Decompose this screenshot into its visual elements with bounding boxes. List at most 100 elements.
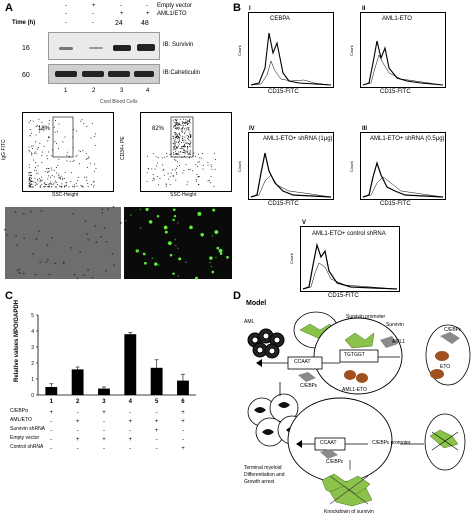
marker-16: 16 (22, 45, 30, 52)
panel-letter-c: C (5, 290, 13, 302)
tgtggt-label: TGTGGT (344, 352, 365, 358)
aml1-eto-label: AML1-ETO (342, 387, 367, 393)
lane-3: 3 (120, 88, 124, 94)
lane-4: 4 (146, 88, 150, 94)
time-value-4: 48 (141, 20, 149, 27)
row-label-cebpa: C/EBPα (10, 408, 28, 414)
chart-c-condition-mark: - (182, 437, 184, 443)
chart-c-condition-mark: + (155, 419, 159, 425)
flow-plot-left (22, 112, 114, 192)
histogram-iii-title: AML1-ETO+ shRNA (0.5μg) (370, 136, 445, 142)
calreticulin-band-4 (134, 71, 154, 77)
aml1-label: AML1 (392, 339, 406, 345)
panel-letter-b: B (233, 2, 241, 14)
survivin-band-2 (89, 47, 103, 49)
chart-c-condition-mark: - (50, 419, 52, 425)
chart-c-category-label: 1 (50, 399, 54, 405)
aml-eto-mark-1: - (65, 11, 67, 17)
calreticulin-band-2 (82, 71, 104, 77)
empty-vector-mark-1: - (65, 3, 67, 9)
survivin-band-4 (137, 44, 155, 51)
chart-c-condition-mark: - (103, 428, 105, 434)
aml-eto-mark-2: - (92, 11, 94, 17)
histogram-iii-xlabel: CD15-FITC (380, 201, 411, 207)
histogram-i-xlabel: CD15-FITC (268, 89, 299, 95)
flow-plot-right (140, 112, 232, 192)
histogram-i (248, 12, 334, 88)
time-label: Time (h) (12, 20, 36, 26)
calreticulin-blot (48, 64, 160, 84)
chart-c-ytick-label: 4 (31, 329, 34, 335)
histogram-i-title: CEBPA (270, 16, 290, 22)
chart-c-bar (71, 369, 84, 395)
chart-c-ytick-label: 5 (31, 313, 34, 319)
terminal-label-1: Terminal myeloid (244, 465, 282, 471)
histogram-i-roman: I (249, 6, 251, 12)
empty-vector-label: Empty vector (157, 3, 193, 9)
terminal-label-2: Differentiation and (244, 472, 285, 478)
chart-c-condition-mark: - (129, 428, 131, 434)
chart-c-bar (177, 380, 189, 395)
aml-cells (247, 328, 285, 359)
chart-c-condition-mark: + (76, 437, 80, 443)
chart-c-bar (124, 334, 137, 395)
time-value-2: - (92, 20, 94, 26)
chart-c-condition-mark: - (50, 446, 52, 452)
row-label-empty-vector: Empty vector (10, 435, 40, 441)
flow-right-xlabel: SSC-Height (170, 192, 197, 198)
chart-c-condition-mark: - (103, 419, 105, 425)
histogram-iv (248, 132, 334, 200)
chart-c-category-label: 6 (181, 399, 185, 405)
chart-c-bar (150, 367, 163, 395)
calreticulin-band-1 (55, 71, 77, 77)
survivin-band-3 (113, 45, 131, 51)
chart-c-condition-mark: - (129, 410, 131, 416)
cord-blood-label: Cord Blood Cells (100, 99, 138, 105)
chart-c-condition-mark: + (102, 437, 106, 443)
chart-c-condition-mark: + (181, 419, 185, 425)
chart-c-ytick-label: 3 (31, 345, 34, 351)
histogram-iii-roman: III (362, 126, 368, 132)
ccaat-lower-label: CCAAT (320, 440, 337, 446)
calreticulin-band-3 (108, 71, 130, 77)
histogram-ii-title: AML1-ETO (382, 16, 412, 22)
row-label-survivin-shrna: Survivin shRNA (10, 426, 46, 432)
chart-c-condition-mark: - (156, 437, 158, 443)
chart-c-condition-mark: + (129, 437, 133, 443)
time-value-1: - (65, 20, 67, 26)
histogram-iv-roman: IV (249, 126, 255, 132)
histogram-v-title: AML1-ETO+ control shRNA (312, 231, 386, 237)
chart-c-condition-mark: - (77, 428, 79, 434)
empty-vector-mark-4: - (146, 3, 148, 9)
fluorescence-image (124, 207, 232, 280)
row-label-control-shrna: Control shRNA (10, 444, 44, 450)
cebpe-right-label: C/EBPε (444, 327, 462, 333)
aml-eto-label: AML1/ETO (157, 11, 187, 17)
chart-c-category-label: 4 (129, 399, 133, 405)
row-label-amleto: AML/ETO (10, 417, 32, 423)
empty-vector-mark-3: - (120, 3, 122, 9)
chart-c-condition-mark: - (50, 428, 52, 434)
chart-c-ytick-label: 1 (31, 377, 34, 383)
histogram-v (300, 226, 400, 292)
histogram-ii-roman: II (362, 6, 366, 12)
chart-c-category-label: 3 (102, 399, 106, 405)
histogram-ii-xlabel: CD15-FITC (380, 89, 411, 95)
flow-left-xlabel: SSC-Height (52, 192, 79, 198)
chart-c-condition-mark: + (129, 419, 133, 425)
ib-calreticulin-label: IB:Calreticulin (163, 70, 201, 76)
marker-60: 60 (22, 72, 30, 79)
chart-c-condition-mark: + (181, 410, 185, 416)
aml-eto-mark-3: + (120, 11, 124, 17)
chart-c-condition-mark: + (50, 410, 54, 416)
empty-vector-mark-2: + (92, 3, 96, 9)
chart-c-condition-mark: - (156, 410, 158, 416)
chart-c-condition-mark: + (76, 419, 80, 425)
chart-c-category-label: 2 (76, 399, 80, 405)
chart-c-condition-mark: - (77, 446, 79, 452)
chart-c-condition-mark: - (182, 428, 184, 434)
histogram-v-xlabel: CD15-FITC (328, 293, 359, 299)
lane-2: 2 (92, 88, 96, 94)
